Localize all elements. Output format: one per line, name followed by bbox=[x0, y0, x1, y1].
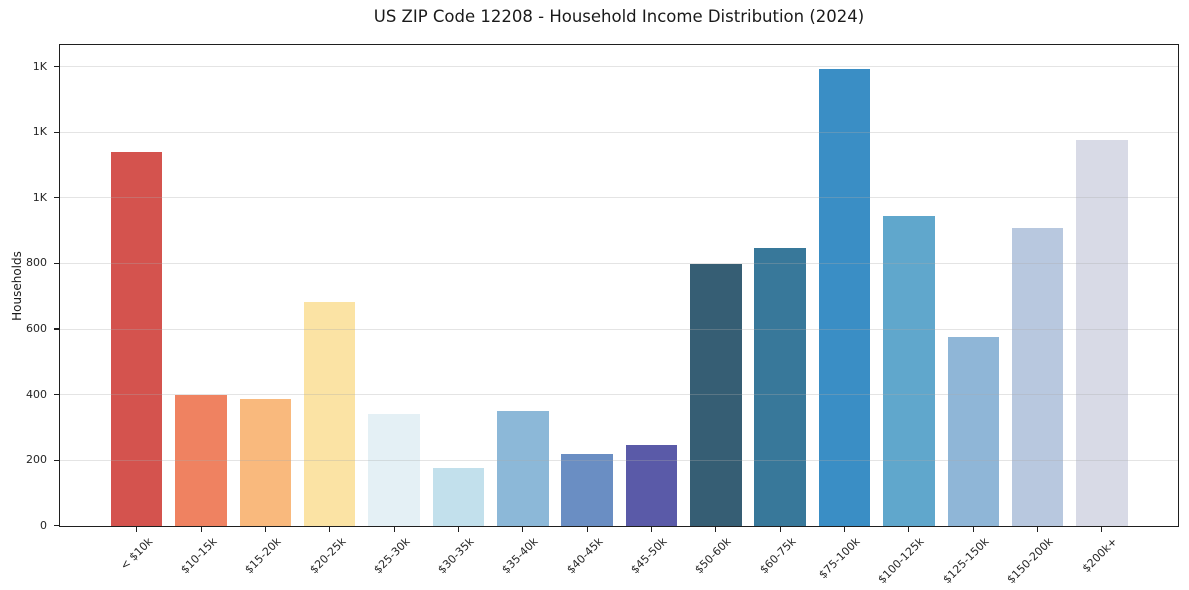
y-axis-tick-label: 400 bbox=[26, 387, 47, 401]
x-axis-tick-label: < $10k bbox=[117, 535, 156, 573]
bar bbox=[1076, 139, 1128, 526]
y-axis-tick bbox=[54, 66, 59, 68]
gridline bbox=[60, 66, 1178, 68]
bar bbox=[497, 411, 549, 526]
y-axis-tick bbox=[54, 131, 59, 133]
y-axis-tick-label: 1K bbox=[32, 59, 47, 73]
x-axis-tick-label: $200k+ bbox=[1079, 535, 1120, 576]
x-axis-tick bbox=[1036, 527, 1039, 532]
y-axis-tick-label: 1K bbox=[32, 125, 47, 139]
y-axis-tick bbox=[54, 393, 59, 396]
y-axis-tick bbox=[54, 328, 59, 330]
bar bbox=[818, 68, 871, 526]
chart-title: US ZIP Code 12208 - Household Income Dis… bbox=[373, 7, 865, 26]
bar bbox=[561, 454, 613, 526]
x-axis-tick-label: $35-40k bbox=[499, 535, 542, 577]
x-axis-tick bbox=[457, 527, 460, 532]
x-axis-tick bbox=[715, 527, 717, 532]
y-axis-tick-label: 0 bbox=[40, 518, 47, 532]
x-axis-tick-label: $60-75k bbox=[757, 535, 799, 577]
x-axis-tick-label: $25-30k bbox=[371, 535, 413, 577]
x-axis-tick-label: $75-100k bbox=[816, 535, 863, 582]
y-axis-tick bbox=[54, 525, 59, 527]
x-axis-tick bbox=[972, 527, 974, 532]
x-axis-tick-label: $100-125k bbox=[875, 535, 928, 587]
x-axis-tick-label: $50-60k bbox=[692, 535, 735, 577]
x-axis-tick-label: $10-15k bbox=[178, 535, 220, 577]
bar bbox=[368, 414, 420, 526]
x-axis-tick-label: $150-200k bbox=[1004, 535, 1056, 587]
y-axis-tick bbox=[54, 459, 59, 461]
x-axis-tick bbox=[843, 527, 846, 532]
x-axis-tick bbox=[779, 527, 781, 532]
bar bbox=[175, 394, 227, 526]
x-axis-tick bbox=[522, 527, 524, 532]
gridline bbox=[60, 263, 1178, 265]
x-axis-tick bbox=[908, 527, 910, 532]
x-axis-tick-label: $15-20k bbox=[242, 535, 284, 577]
bar bbox=[110, 151, 163, 526]
bar bbox=[883, 216, 935, 526]
y-axis-tick-label: 1K bbox=[32, 190, 47, 204]
x-axis-tick bbox=[329, 527, 331, 532]
gridline bbox=[60, 328, 1178, 330]
y-axis-tick-label: 200 bbox=[26, 453, 47, 467]
y-axis-tick-label: 800 bbox=[26, 256, 47, 270]
y-axis-tick bbox=[54, 262, 59, 264]
x-axis-tick-label: $30-35k bbox=[435, 535, 477, 577]
gridline bbox=[60, 459, 1178, 461]
bar bbox=[1011, 227, 1064, 526]
x-axis-tick-label: $20-25k bbox=[306, 535, 349, 577]
x-axis-tick bbox=[586, 527, 588, 532]
y-axis-tick-label: 600 bbox=[26, 321, 47, 335]
x-axis-tick bbox=[1101, 527, 1103, 532]
x-axis-tick bbox=[200, 527, 202, 532]
x-axis-tick-label: $45-50k bbox=[628, 535, 670, 577]
bar bbox=[690, 264, 742, 526]
bar bbox=[303, 302, 356, 526]
bar bbox=[754, 248, 806, 526]
plot-area bbox=[59, 44, 1179, 527]
y-axis-tick bbox=[54, 197, 59, 199]
x-axis-tick bbox=[136, 527, 138, 532]
x-axis-tick bbox=[393, 527, 395, 532]
gridline bbox=[60, 394, 1178, 396]
x-axis-tick-label: $125-150k bbox=[940, 535, 992, 587]
gridline bbox=[60, 131, 1178, 133]
bar bbox=[625, 444, 678, 526]
x-axis-tick bbox=[264, 527, 267, 532]
x-axis-tick bbox=[650, 527, 653, 532]
bar bbox=[432, 467, 485, 526]
bar bbox=[239, 398, 292, 526]
gridline bbox=[60, 197, 1178, 199]
bar bbox=[947, 336, 1000, 526]
x-axis-tick-label: $40-45k bbox=[564, 535, 606, 577]
